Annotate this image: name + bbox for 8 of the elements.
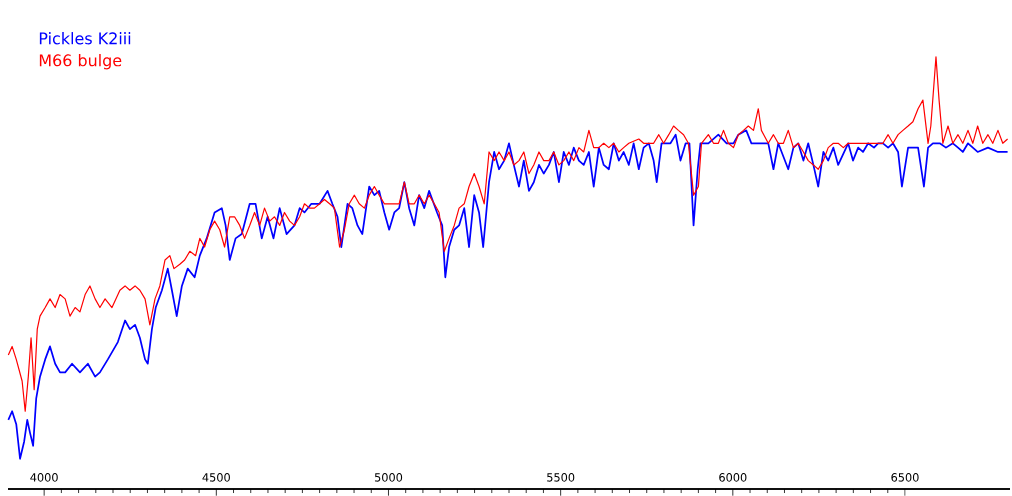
x-tick-label: 6000: [719, 473, 747, 482]
x-tick-label: 4500: [202, 473, 230, 482]
x-tick-label: 6500: [891, 473, 919, 482]
x-tick-label: 5000: [374, 473, 403, 482]
x-tick-label: 5500: [547, 473, 575, 482]
x-tick-label: 4000: [30, 473, 58, 482]
text: M66 bulge: [39, 54, 122, 70]
text: Pickles K2iii: [39, 32, 131, 45]
